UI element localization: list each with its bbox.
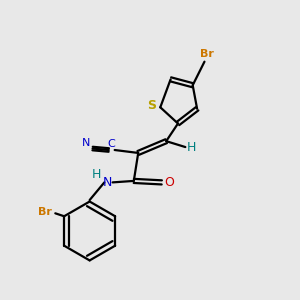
Text: Br: Br [38,207,52,217]
Text: Br: Br [200,49,214,59]
Text: O: O [164,176,174,189]
Text: N: N [103,176,112,189]
Text: C: C [107,139,115,149]
Text: H: H [187,141,196,154]
Text: S: S [147,99,156,112]
Text: N: N [82,138,90,148]
Text: H: H [92,168,101,181]
